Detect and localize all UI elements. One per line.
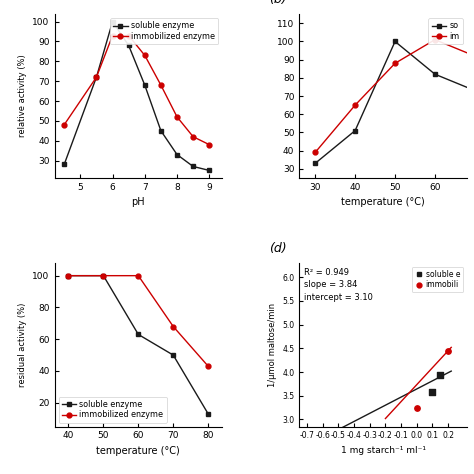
Line: soluble enzyme: soluble enzyme (66, 273, 210, 416)
X-axis label: 1 mg starch⁻¹ ml⁻¹: 1 mg starch⁻¹ ml⁻¹ (341, 446, 426, 455)
soluble enzyme (61, 162, 67, 167)
immobilized enzyme (171, 324, 176, 329)
immobilized enzyme (142, 53, 147, 58)
X-axis label: temperature (°C): temperature (°C) (96, 446, 180, 456)
immobilized enzyme (174, 114, 180, 120)
soluble enzyme (158, 128, 164, 134)
Text: R² = 0.949
slope = 3.84
intercept = 3.10: R² = 0.949 slope = 3.84 intercept = 3.10 (304, 268, 373, 302)
immobilized enzyme (126, 33, 131, 38)
Point (437, 372, 444, 379)
X-axis label: temperature (°C): temperature (°C) (341, 197, 425, 207)
soluble enzyme (136, 332, 141, 337)
Point (413, 404, 420, 411)
soluble enzyme (142, 82, 147, 88)
immobilized enzyme (93, 74, 99, 80)
Y-axis label: relative activity (%): relative activity (%) (18, 55, 27, 137)
Line: immobilized enzyme: immobilized enzyme (66, 273, 210, 369)
Point (428, 389, 436, 396)
immobilized enzyme (61, 122, 67, 128)
Legend: soluble enzyme, immobilized enzyme: soluble enzyme, immobilized enzyme (58, 397, 167, 423)
immobilized enzyme (100, 273, 106, 279)
immobilized enzyme (158, 82, 164, 88)
soluble enzyme (65, 273, 71, 279)
soluble enzyme (126, 43, 131, 48)
immobilized enzyme (109, 33, 115, 38)
Legend: soluble enzyme, immobilized enzyme: soluble enzyme, immobilized enzyme (110, 18, 218, 44)
immobilized enzyme (65, 273, 71, 279)
soluble enzyme (206, 168, 212, 173)
Point (444, 347, 452, 355)
Text: (b): (b) (269, 0, 287, 6)
soluble enzyme (93, 74, 99, 80)
Y-axis label: 1/μmol maltose/min: 1/μmol maltose/min (268, 303, 277, 387)
immobilized enzyme (206, 142, 212, 147)
soluble enzyme (190, 164, 196, 169)
soluble enzyme (174, 152, 180, 157)
immobilized enzyme (136, 273, 141, 279)
immobilized enzyme (205, 364, 211, 369)
soluble enzyme (205, 411, 211, 417)
soluble enzyme (109, 19, 115, 25)
X-axis label: pH: pH (131, 197, 145, 207)
Legend: so, im: so, im (428, 18, 463, 44)
Line: immobilized enzyme: immobilized enzyme (62, 33, 212, 147)
Text: (d): (d) (269, 242, 287, 255)
soluble enzyme (171, 352, 176, 358)
Legend: soluble e, immobili: soluble e, immobili (412, 267, 463, 292)
Line: soluble enzyme: soluble enzyme (62, 19, 212, 173)
soluble enzyme (100, 273, 106, 279)
immobilized enzyme (190, 134, 196, 139)
Y-axis label: residual activity (%): residual activity (%) (18, 302, 27, 387)
